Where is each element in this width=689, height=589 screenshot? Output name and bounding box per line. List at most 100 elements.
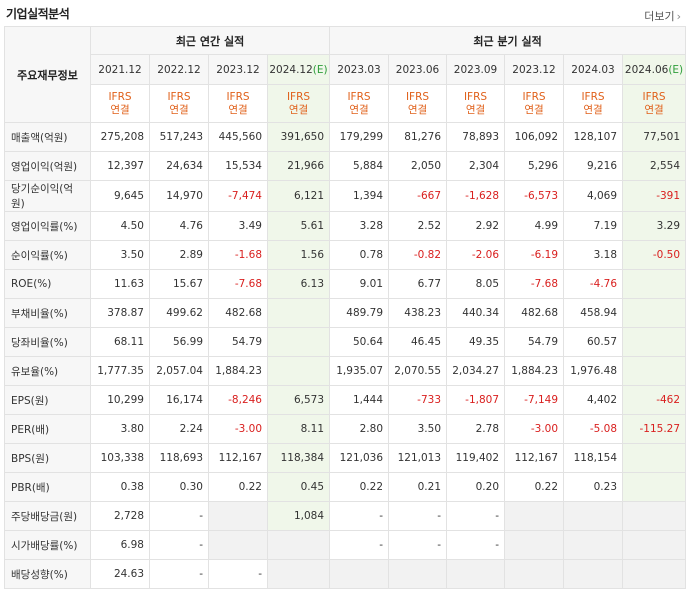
period-label: 2024.06 [624,63,669,76]
value-cell: 50.64 [329,327,390,357]
value-cell: 1,935.07 [329,356,390,386]
value-cell: 8.05 [446,269,506,299]
value-cell: 2,034.27 [446,356,506,386]
value-cell: 517,243 [149,122,209,152]
period-header: 2022.12 [149,54,209,85]
value-cell: 4,069 [563,180,624,212]
table-row: EPS(원) 10,299 16,174 -8,246 6,573 1,444 -733 -1… [4,385,687,415]
table-row: PBR(배) 0.38 0.30 0.22 0.45 0.22 0.21 0.20 0.22 0.… [4,472,687,502]
value-cell: 121,013 [388,443,448,473]
value-cell: 2.80 [329,414,390,444]
value-cell [622,501,687,531]
row-label: EPS(원) [4,385,91,415]
table-row: PER(배) 3.80 2.24 -3.00 8.11 2.80 3.50 2.78 -3.00… [4,414,687,444]
value-cell: 68.11 [90,327,150,357]
value-cell [504,559,565,589]
value-cell: 9.01 [329,269,390,299]
ifrs-label: IFRS [522,90,546,103]
value-cell: 119,402 [446,443,506,473]
value-cell: 81,276 [388,122,448,152]
consolidated-label: 연결 [228,103,248,116]
value-cell: 4.50 [90,211,150,241]
ifrs-badge[interactable]: IFRS 연결 [266,84,331,123]
value-cell: -391 [622,180,687,212]
row-label-header: 주요재무정보 [4,26,91,123]
period-label: 2024.12 [269,63,313,76]
ifrs-label: IFRS [226,90,250,103]
value-cell: 378.87 [90,298,150,328]
ifrs-badge[interactable]: IFRS 연결 [329,84,390,123]
value-cell: 0.78 [329,240,390,270]
value-cell [563,530,624,560]
value-cell [266,298,331,328]
value-cell [563,559,624,589]
row-label: PER(배) [4,414,91,444]
value-cell: 121,036 [329,443,390,473]
ifrs-badge[interactable]: IFRS 연결 [563,84,624,123]
value-cell [266,530,331,560]
value-cell: 21,966 [266,151,331,181]
row-label: 주당배당금(원) [4,501,91,531]
value-cell [622,356,687,386]
value-cell: 78,893 [446,122,506,152]
value-cell: -3.00 [208,414,268,444]
value-cell: 0.22 [504,472,565,502]
value-cell [329,559,390,589]
value-cell: 1,884.23 [504,356,565,386]
value-cell: 3.50 [388,414,448,444]
value-cell: 11.63 [90,269,150,299]
consolidated-label: 연결 [288,103,309,116]
value-cell: 6,573 [266,385,331,415]
value-cell: -5.08 [563,414,624,444]
row-label: 영업이익률(%) [4,211,91,241]
value-cell: 482.68 [504,298,565,328]
ifrs-badge[interactable]: IFRS 연결 [446,84,506,123]
value-cell: -6,573 [504,180,565,212]
value-cell: 458.94 [563,298,624,328]
row-label: 당기순이익(억원) [4,180,91,212]
value-cell: 77,501 [622,122,687,152]
value-cell: 118,154 [563,443,624,473]
ifrs-badge[interactable]: IFRS 연결 [90,84,150,123]
consolidated-label: 연결 [110,103,130,116]
ifrs-label: IFRS [286,90,311,103]
value-cell: 24,634 [149,151,209,181]
row-label: 당좌비율(%) [4,327,91,357]
value-cell: 106,092 [504,122,565,152]
value-cell: -7,149 [504,385,565,415]
value-cell: 49.35 [446,327,506,357]
value-cell: - [329,530,390,560]
value-cell: 2.89 [149,240,209,270]
period-header: 2023.12 [504,54,565,85]
value-cell: 3.50 [90,240,150,270]
ifrs-badge[interactable]: IFRS 연결 [504,84,565,123]
value-cell: 3.28 [329,211,390,241]
value-cell: 118,693 [149,443,209,473]
value-cell: -1,807 [446,385,506,415]
value-cell: -462 [622,385,687,415]
ifrs-badge[interactable]: IFRS 연결 [388,84,448,123]
value-cell: -7.68 [504,269,565,299]
value-cell: 489.79 [329,298,390,328]
value-cell: 2.78 [446,414,506,444]
value-cell: 10,299 [90,385,150,415]
value-cell: 3.18 [563,240,624,270]
section-header: 기업실적분석 더보기 › [0,0,689,30]
value-cell: 0.45 [266,472,331,502]
ifrs-badge[interactable]: IFRS 연결 [149,84,209,123]
value-cell: 60.57 [563,327,624,357]
ifrs-label: IFRS [347,90,371,103]
value-cell: 6.98 [90,530,150,560]
quarter-header: 최근 분기 실적 [329,26,687,55]
table-row: 부채비율(%) 378.87 499.62 482.68 489.79 438.23 440… [4,298,687,328]
annual-header: 최근 연간 실적 [89,26,331,55]
value-cell: - [446,501,506,531]
ifrs-badge[interactable]: IFRS 연결 [208,84,268,123]
value-cell: -0.82 [388,240,448,270]
consolidated-label: 연결 [169,103,189,116]
ifrs-badge[interactable]: IFRS 연결 [622,84,687,123]
value-cell: - [208,559,268,589]
more-link[interactable]: 더보기 › [644,8,681,24]
period-header: 2023.09 [446,54,506,85]
value-cell: 103,338 [90,443,150,473]
